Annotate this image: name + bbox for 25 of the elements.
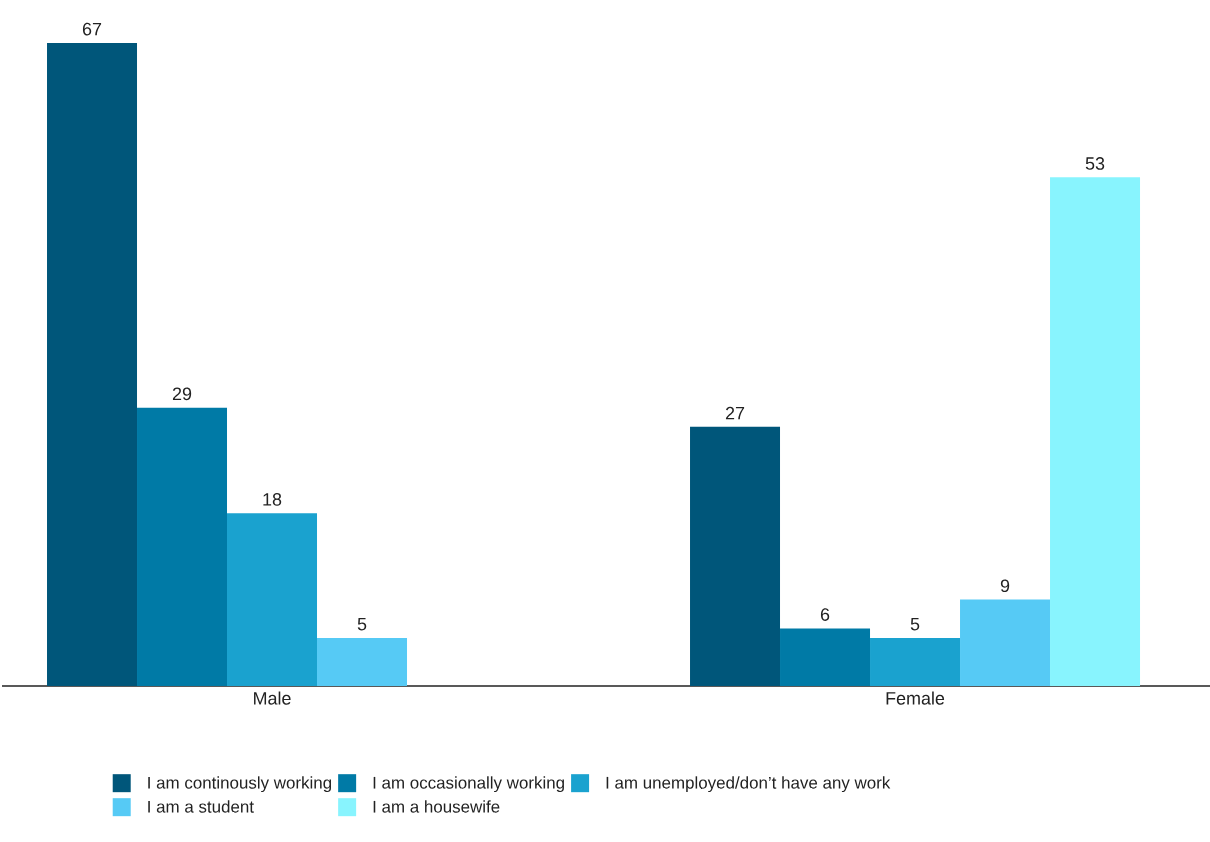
x-tick-label: Female — [886, 691, 945, 705]
data-label: 5 — [357, 617, 367, 631]
data-label: 27 — [725, 406, 745, 420]
data-label: 5 — [910, 617, 920, 631]
data-label: 6 — [820, 608, 830, 621]
data-label: 67 — [82, 22, 102, 36]
bar — [960, 599, 1051, 686]
legend-label: I am occasionally working — [373, 776, 564, 793]
bar — [227, 513, 318, 686]
data-label: 29 — [172, 387, 192, 401]
bar — [690, 426, 781, 686]
legend-label: I am a student — [148, 800, 254, 813]
bar — [317, 638, 408, 686]
legend-label: I am continously working — [148, 776, 332, 793]
legend-label: I am unemployed/don’t have any work — [606, 776, 891, 793]
legend-label: I am a housewife — [373, 800, 500, 813]
data-label: 18 — [263, 493, 282, 506]
bar — [47, 42, 138, 686]
data-label: 53 — [1085, 157, 1105, 170]
x-tick-label: Male — [254, 691, 291, 705]
bar — [1050, 177, 1141, 686]
bar — [137, 407, 228, 686]
bar — [870, 638, 961, 686]
data-label: 9 — [1000, 579, 1010, 593]
bar — [780, 628, 871, 686]
